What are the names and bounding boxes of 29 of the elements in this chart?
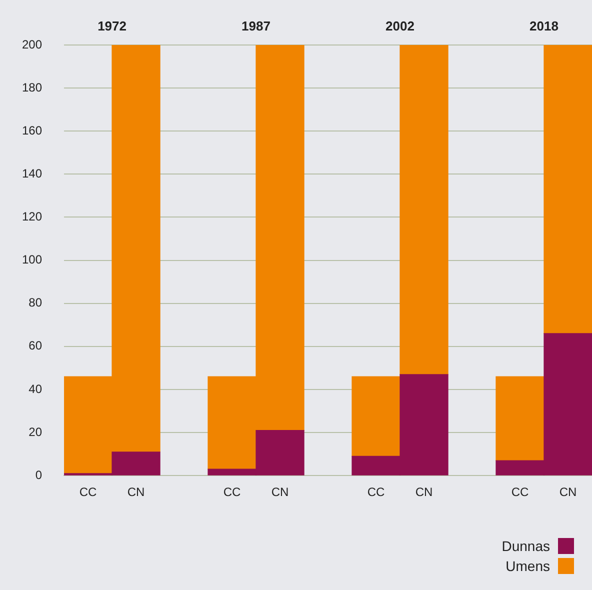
- text: 1987: [242, 18, 270, 34]
- legend-label: Dunnas: [502, 538, 550, 554]
- y-tick-label: 100: [22, 252, 42, 267]
- x-tick-label: CC: [223, 485, 242, 500]
- y-tick-label: 160: [22, 123, 42, 138]
- y-tick-label: 80: [28, 296, 42, 310]
- x-tick-label: CN: [127, 485, 145, 500]
- bar: [544, 45, 592, 334]
- y-tick-label: 140: [22, 166, 42, 180]
- text: 2002: [386, 18, 414, 34]
- text: 1972: [98, 18, 126, 34]
- x-tick-label: CN: [271, 485, 289, 500]
- y-tick-label: 20: [28, 424, 42, 439]
- text: 2018: [530, 18, 558, 34]
- y-tick-label: 0: [35, 468, 42, 482]
- x-tick-label: CC: [79, 485, 98, 500]
- bar: [496, 376, 544, 461]
- bar: [352, 376, 400, 457]
- x-tick-label: CC: [367, 485, 386, 500]
- y-tick-label: 120: [22, 210, 42, 224]
- legend-label: Umens: [506, 558, 550, 574]
- y-tick-label: 180: [22, 80, 42, 94]
- y-tick-label: 200: [22, 37, 42, 52]
- x-tick-label: CC: [511, 485, 529, 500]
- x-tick-label: CN: [559, 485, 577, 500]
- bar: [400, 45, 448, 375]
- x-tick-label: CN: [415, 485, 433, 500]
- y-tick-label: 40: [28, 382, 42, 396]
- y-tick-label: 60: [28, 338, 42, 353]
